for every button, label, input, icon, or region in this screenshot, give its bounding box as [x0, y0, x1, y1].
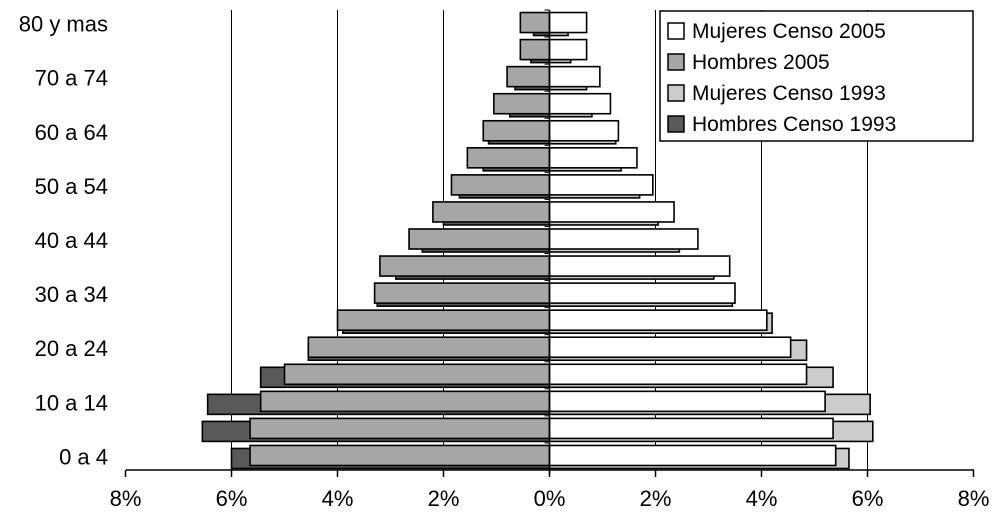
bar-mujeres-censo-2005-15-a-19	[548, 363, 808, 386]
bar-mujeres-censo-2005-20-a-24	[548, 336, 792, 359]
bar-mujeres-censo-2005-30-a-34	[548, 282, 736, 304]
bar-mujeres-censo-2005-75-a-79	[548, 38, 588, 61]
x-tick-label: 8%	[110, 486, 142, 511]
y-axis-labels: 0 a 4 10 a 14 20 a 24 30 a 34 40 a 44 50 a 54…	[19, 12, 108, 470]
x-tick-label: 2%	[640, 486, 672, 511]
bar-mujeres-censo-2005-80-y-mas	[548, 11, 588, 34]
legend: Mujeres Censo 2005 Hombres 2005 Mujeres Ce…	[659, 10, 974, 142]
bar-hombres-2005-75-a-79	[519, 38, 551, 61]
x-tick-label: 6%	[216, 486, 248, 511]
bar-hombres-2005-15-a-19	[283, 363, 551, 386]
y-tick-label: 10 a 14	[35, 390, 108, 415]
bar-mujeres-censo-2005-10-a-14	[548, 390, 826, 413]
bar-hombres-2005-25-a-29	[336, 309, 551, 331]
y-tick-label: 0 a 4	[59, 444, 108, 469]
axes	[124, 9, 975, 477]
y-tick-label: 70 a 74	[35, 66, 108, 91]
y-tick-label: 80 y mas	[19, 12, 108, 37]
bar-hombres-2005-65-a-69	[493, 92, 551, 115]
bar-hombres-2005-55-a-59	[466, 147, 551, 169]
x-tick-label: 8%	[958, 486, 990, 511]
bar-hombres-2005-10-a-14	[259, 390, 551, 413]
bar-hombres-2005-40-a-44	[408, 228, 551, 250]
bar-mujeres-censo-2005-60-a-64	[548, 119, 620, 142]
bar-hombres-2005-50-a-54	[450, 174, 551, 196]
bar-hombres-2005-30-a-34	[373, 282, 551, 304]
bar-hombres-2005-80-y-mas	[519, 11, 551, 34]
bar-hombres-2005-20-a-24	[307, 336, 551, 359]
x-tick-label: 0%	[534, 486, 566, 511]
legend-swatch-mujeres-censo-2005	[667, 22, 685, 40]
legend-swatch-hombres-2005	[667, 53, 685, 71]
bar-hombres-2005-60-a-64	[482, 119, 551, 142]
legend-label-mujeres-censo-1993: Mujeres Censo 1993	[692, 82, 886, 105]
bar-hombres-2005-35-a-39	[379, 255, 551, 277]
bar-mujeres-censo-2005-5-a-9	[548, 417, 834, 440]
bar-mujeres-censo-2005-50-a-54	[548, 174, 654, 196]
bar-mujeres-censo-2005-45-a-49	[548, 201, 675, 223]
bar-hombres-2005-5-a-9	[249, 417, 551, 440]
y-tick-label: 50 a 54	[35, 174, 108, 199]
bar-hombres-2005-45-a-49	[432, 201, 551, 223]
x-axis-labels: 8% 6% 4% 2% 0% 2% 4% 6% 8%	[110, 486, 990, 511]
y-tick-label: 60 a 64	[35, 120, 108, 145]
bar-mujeres-censo-2005-55-a-59	[548, 147, 638, 169]
legend-swatch-mujeres-censo-1993	[667, 84, 685, 102]
legend-box	[659, 10, 974, 142]
bar-hombres-2005-70-a-74	[506, 65, 551, 88]
legend-label-hombres-censo-1993: Hombres Censo 1993	[692, 113, 896, 136]
x-tick-label: 4%	[322, 486, 354, 511]
x-tick-label: 6%	[852, 486, 884, 511]
bar-mujeres-censo-2005-35-a-39	[548, 255, 731, 277]
bar-hombres-2005-0-a-4	[249, 444, 551, 467]
y-tick-label: 30 a 34	[35, 282, 108, 307]
bar-mujeres-censo-2005-0-a-4	[548, 444, 837, 467]
legend-label-mujeres-censo-2005: Mujeres Censo 2005	[692, 20, 886, 43]
y-tick-label: 20 a 24	[35, 336, 108, 361]
bar-mujeres-censo-2005-25-a-29	[548, 309, 768, 331]
bar-mujeres-censo-2005-70-a-74	[548, 65, 601, 88]
bar-mujeres-censo-2005-65-a-69	[548, 92, 612, 115]
legend-label-hombres-2005: Hombres 2005	[692, 51, 830, 74]
x-tick-label: 4%	[746, 486, 778, 511]
y-tick-label: 40 a 44	[35, 228, 108, 253]
legend-swatch-hombres-censo-1993	[667, 115, 685, 133]
bar-mujeres-censo-2005-40-a-44	[548, 228, 699, 250]
x-tick-label: 2%	[428, 486, 460, 511]
bars-2005	[249, 11, 837, 467]
